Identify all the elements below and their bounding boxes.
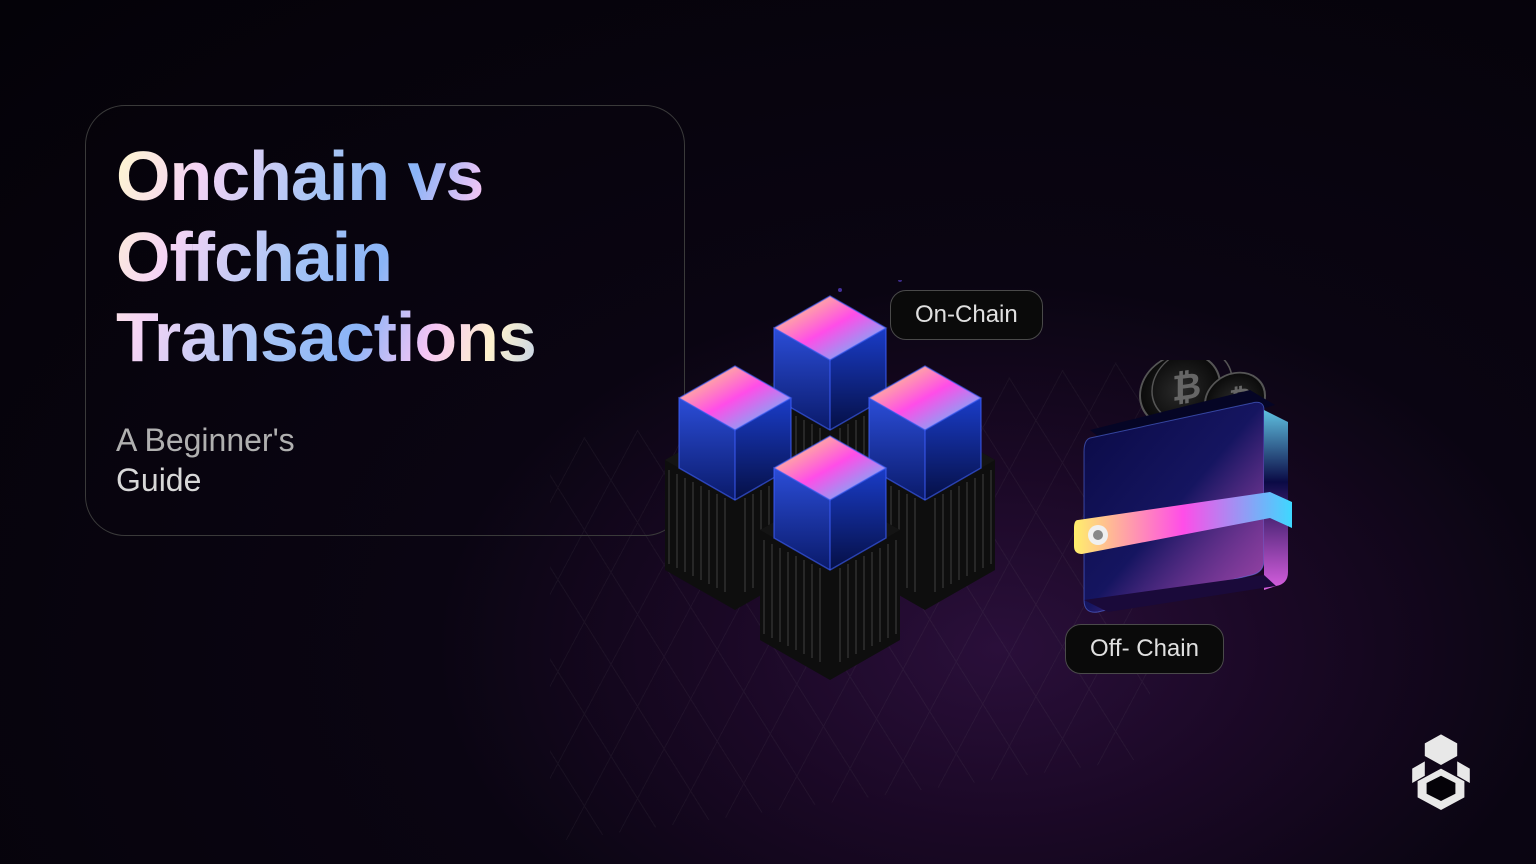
title-line-1: Onchain vs bbox=[116, 137, 483, 215]
svg-text:₿: ₿ bbox=[1172, 364, 1201, 409]
subtitle-light: A Beginner's bbox=[116, 422, 295, 458]
brand-logo-icon bbox=[1396, 729, 1486, 824]
servers-cubes-icon bbox=[640, 280, 1020, 700]
subtitle-bold: Guide bbox=[116, 462, 201, 498]
title-line-2: Offchain bbox=[116, 218, 392, 296]
page-title: Onchain vs Offchain Transactions bbox=[116, 136, 654, 378]
offchain-graphic: ₿ ₿ bbox=[1060, 360, 1320, 640]
wallet-icon: ₿ ₿ bbox=[1060, 360, 1320, 660]
title-card: Onchain vs Offchain Transactions A Begin… bbox=[85, 105, 685, 536]
subtitle: A Beginner's Guide bbox=[116, 420, 654, 500]
title-line-3: Transactions bbox=[116, 298, 536, 376]
onchain-graphic bbox=[640, 280, 1020, 660]
